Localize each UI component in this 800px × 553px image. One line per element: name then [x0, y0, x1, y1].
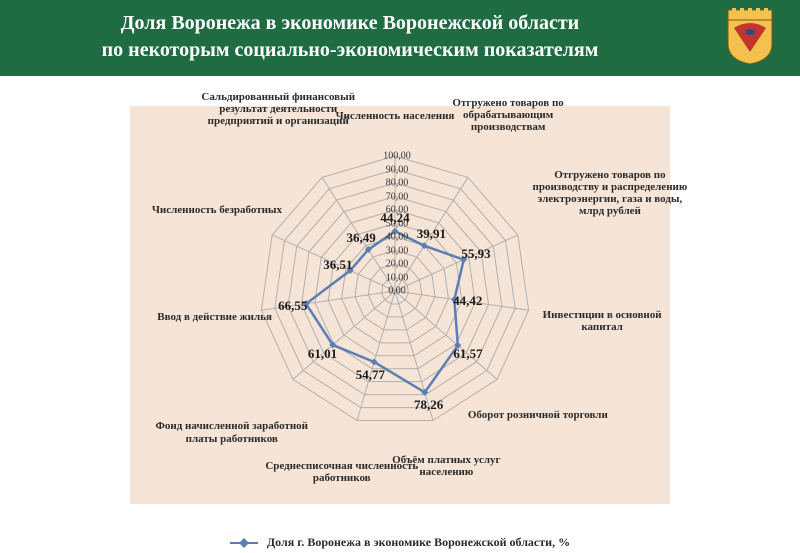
title-line-2: по некоторым социально-экономическим пок…: [20, 37, 680, 64]
coat-of-arms-icon: [724, 8, 776, 64]
radar-chart: Доля г. Воронежа в экономике Воронежской…: [0, 76, 800, 553]
title-line-1: Доля Воронежа в экономике Воронежской об…: [20, 10, 680, 37]
legend: Доля г. Воронежа в экономике Воронежской…: [0, 535, 800, 550]
legend-marker-icon: [230, 542, 258, 544]
legend-text: Доля г. Воронежа в экономике Воронежской…: [267, 535, 570, 549]
header-bar: Доля Воронежа в экономике Воронежской об…: [0, 0, 800, 76]
